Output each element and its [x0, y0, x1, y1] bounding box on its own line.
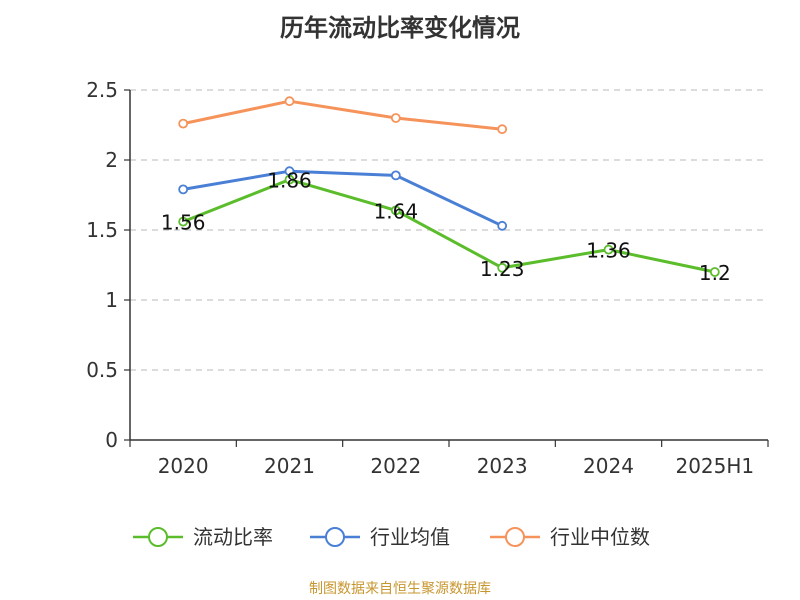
x-tick-label: 2025H1	[675, 454, 754, 478]
x-tick-label: 2021	[264, 454, 315, 478]
grid-lines	[130, 89, 768, 371]
y-tick-label: 1.5	[86, 218, 118, 242]
data-point	[284, 96, 295, 107]
data-point	[497, 124, 508, 135]
data-point	[497, 220, 508, 231]
data-label: 1.23	[480, 257, 525, 281]
series-line-3	[182, 99, 503, 131]
y-tick-label: 2.5	[86, 78, 118, 102]
series-line-1	[182, 178, 716, 274]
y-tick-label: 1	[105, 288, 118, 312]
legend-label: 流动比率	[193, 525, 273, 549]
chart-title: 历年流动比率变化情况	[280, 14, 520, 42]
y-tick-label: 0	[105, 428, 118, 452]
data-label: 1.56	[161, 211, 206, 235]
data-point	[390, 205, 401, 216]
axes: 0 0.5 1 1.5 2 2.5 2020 2021 2022 2023 2024 2025H1	[86, 78, 769, 478]
legend-label: 行业均值	[370, 525, 450, 549]
data-point	[390, 113, 401, 123]
legend-label: 行业中位数	[550, 525, 650, 549]
data-point	[178, 184, 189, 195]
legend-marker	[505, 527, 525, 547]
legend-marker	[148, 527, 168, 547]
data-point	[178, 118, 189, 129]
data-point	[390, 170, 401, 181]
series-line-2	[182, 169, 503, 228]
source-note: 制图数据来自恒生聚源数据库	[309, 581, 491, 597]
data-label: 1.36	[586, 239, 631, 263]
legend-marker	[325, 527, 345, 547]
y-tick-label: 2	[105, 148, 118, 172]
x-tick-label: 2023	[477, 454, 528, 478]
data-labels: 1.56 1.86 1.64 1.23 1.36 1.2	[161, 169, 731, 285]
data-point	[709, 267, 720, 277]
data-point	[178, 216, 189, 227]
legend: 流动比率 行业均值 行业中位数	[133, 525, 650, 549]
y-tick-label: 0.5	[86, 358, 118, 382]
x-tick-label: 2020	[158, 454, 209, 478]
data-point	[603, 244, 614, 255]
x-tick-label: 2024	[583, 454, 634, 478]
data-label: 1.86	[267, 169, 312, 193]
data-label: 1.2	[699, 261, 731, 285]
data-label: 1.64	[374, 199, 419, 223]
x-tick-label: 2022	[370, 454, 421, 478]
data-point	[284, 174, 295, 185]
data-point	[497, 262, 508, 273]
series	[178, 96, 720, 277]
